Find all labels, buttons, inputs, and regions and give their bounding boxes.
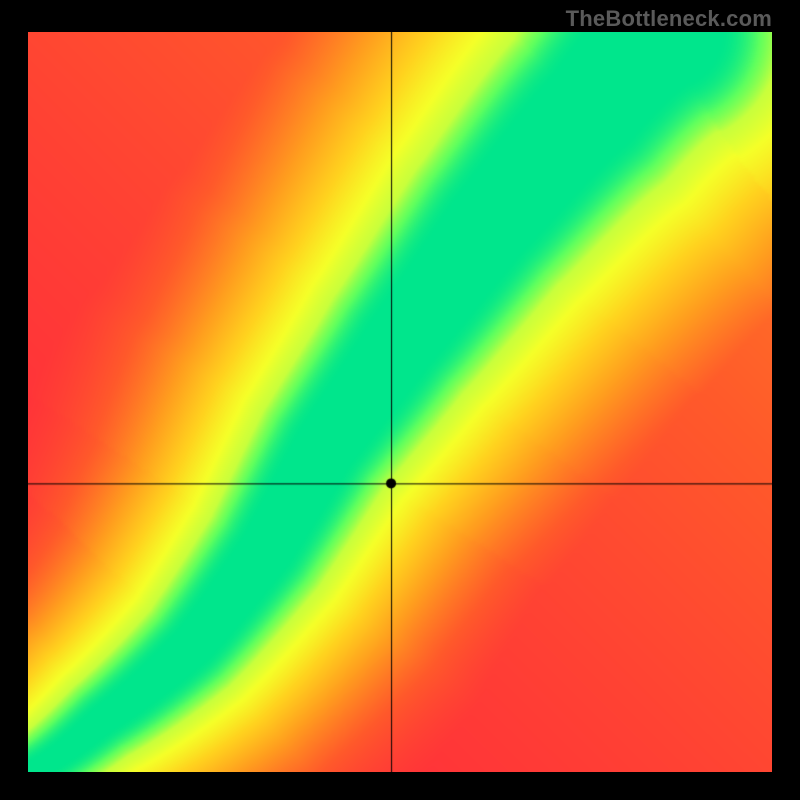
watermark-text: TheBottleneck.com xyxy=(566,6,772,32)
chart-page: { "watermark": { "text": "TheBottleneck.… xyxy=(0,0,800,800)
heatmap-canvas xyxy=(28,32,772,772)
heatmap-plot xyxy=(28,32,772,772)
